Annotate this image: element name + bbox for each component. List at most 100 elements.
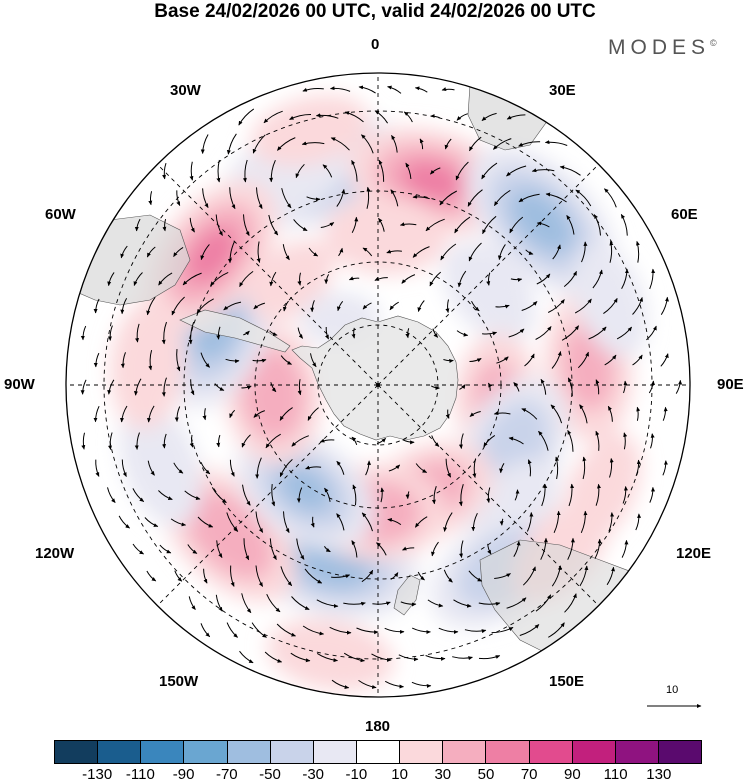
wind-vector bbox=[521, 408, 538, 420]
wind-vector bbox=[650, 433, 655, 449]
wind-vector bbox=[269, 330, 278, 336]
wind-vector bbox=[269, 159, 276, 183]
copyright-mark: © bbox=[710, 38, 717, 48]
wind-vector bbox=[535, 326, 552, 340]
wind-vector bbox=[555, 456, 559, 480]
wind-vector bbox=[443, 359, 454, 364]
wind-vector bbox=[161, 377, 167, 397]
colorbar-tick-label: 70 bbox=[520, 766, 538, 783]
colorbar-tick-label: -10 bbox=[345, 766, 368, 783]
wind-vector bbox=[200, 244, 210, 261]
wind-vector bbox=[226, 622, 238, 638]
wind-vector bbox=[253, 302, 266, 310]
wind-vector bbox=[430, 167, 441, 175]
wind-vector bbox=[513, 382, 520, 392]
wind-vector bbox=[649, 268, 656, 290]
wind-vector bbox=[550, 404, 563, 424]
meridian-line bbox=[157, 164, 379, 386]
wind-vector bbox=[330, 137, 350, 151]
wind-vector bbox=[120, 298, 128, 315]
wind-vector bbox=[481, 162, 498, 180]
wind-vector bbox=[623, 380, 628, 394]
wind-vector bbox=[491, 626, 514, 634]
wind-vector bbox=[308, 247, 319, 257]
wind-vector bbox=[243, 538, 250, 561]
wind-vector bbox=[609, 240, 614, 263]
wind-vector bbox=[348, 276, 360, 281]
wind-vector bbox=[162, 433, 167, 449]
wind-vector bbox=[202, 188, 209, 209]
wind-vector bbox=[662, 460, 668, 476]
wind-vector bbox=[343, 652, 365, 663]
wind-vector bbox=[552, 244, 561, 260]
wind-vector bbox=[356, 627, 379, 635]
wind-vector bbox=[241, 593, 252, 614]
wind-vector bbox=[561, 325, 580, 341]
wind-vector bbox=[282, 300, 289, 312]
wind-vector bbox=[468, 242, 482, 262]
colorbar-tick-label: 10 bbox=[391, 766, 408, 783]
wind-vector bbox=[496, 356, 509, 364]
brand-name: MODES bbox=[608, 36, 711, 59]
wind-vector bbox=[469, 358, 482, 363]
wind-vector bbox=[190, 379, 195, 396]
wind-vector bbox=[604, 188, 617, 208]
wind-vector bbox=[564, 593, 577, 613]
wind-vector bbox=[174, 406, 181, 422]
wind-vector bbox=[215, 594, 223, 612]
negative-anomaly-contour bbox=[442, 241, 536, 342]
wind-vector bbox=[563, 270, 577, 287]
wind-vector bbox=[519, 624, 540, 636]
colorbar-tick-label: -70 bbox=[215, 766, 238, 783]
wind-vector bbox=[295, 163, 305, 179]
wind-vector bbox=[279, 459, 293, 478]
wind-vector bbox=[417, 571, 425, 581]
wind-vector bbox=[351, 540, 358, 558]
wind-vector bbox=[310, 516, 315, 528]
lon-label-30w: 30W bbox=[170, 82, 201, 99]
wind-vector bbox=[316, 652, 338, 663]
wind-vector bbox=[282, 244, 290, 261]
wind-vector bbox=[390, 189, 399, 207]
wind-vector bbox=[310, 353, 317, 368]
wind-vector bbox=[431, 541, 439, 557]
wind-vector bbox=[499, 463, 505, 474]
wind-vector bbox=[536, 273, 551, 285]
wind-vector bbox=[547, 299, 565, 313]
wind-vector bbox=[621, 539, 629, 558]
colorbar-swatch bbox=[184, 741, 228, 763]
wind-vector bbox=[635, 513, 642, 531]
wind-vector bbox=[306, 196, 321, 202]
wind-vector bbox=[623, 432, 628, 450]
wind-vector bbox=[595, 379, 600, 395]
wind-vector bbox=[574, 298, 592, 314]
wind-vector bbox=[371, 653, 392, 662]
wind-vector bbox=[411, 627, 431, 635]
wind-vector bbox=[331, 679, 350, 690]
wind-vector bbox=[469, 136, 482, 152]
wind-vector bbox=[323, 546, 331, 553]
wind-vector bbox=[482, 331, 498, 336]
colorbar bbox=[54, 740, 702, 764]
wind-vector bbox=[438, 627, 459, 634]
wind-vector bbox=[243, 330, 250, 336]
wind-vector bbox=[427, 599, 444, 608]
wind-vector bbox=[608, 512, 615, 532]
colorbar-tick-label: 110 bbox=[603, 766, 628, 783]
wind-vector bbox=[95, 459, 100, 477]
wind-vector bbox=[189, 161, 194, 181]
wind-vector bbox=[196, 298, 214, 314]
wind-vector bbox=[290, 652, 311, 663]
wind-vector bbox=[525, 249, 534, 255]
wind-vector bbox=[351, 216, 359, 233]
wind-vector bbox=[252, 134, 266, 154]
wind-vector bbox=[120, 245, 128, 259]
colorbar-tick-label: -130 bbox=[82, 766, 113, 783]
wind-vector bbox=[457, 270, 467, 288]
wind-vector bbox=[506, 114, 526, 120]
wind-vector bbox=[230, 565, 235, 587]
wind-vector bbox=[81, 432, 86, 450]
wind-vector bbox=[132, 488, 145, 502]
wind-vector bbox=[401, 274, 416, 284]
wind-vector bbox=[553, 510, 561, 534]
